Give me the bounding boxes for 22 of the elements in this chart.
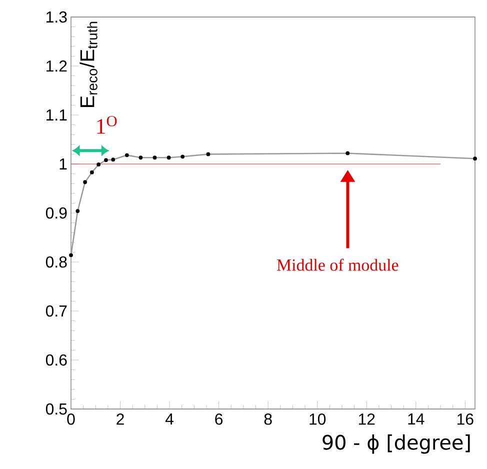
y-tick-label: 0.9 (46, 207, 67, 219)
x-axis-title: 90 - ϕ [degree] (322, 434, 470, 454)
y-tick-label: 1.2 (46, 60, 67, 72)
y-tick-label: 0.7 (46, 305, 67, 317)
x-tick-label: 10 (310, 414, 326, 425)
y-tick-label: 1.1 (46, 110, 67, 120)
x-tick-label: 0 (67, 414, 75, 425)
y-tick-label: 0.5 (46, 403, 67, 415)
x-tick-label: 12 (358, 414, 375, 425)
y-tick-label: 1.3 (46, 11, 67, 23)
x-tick-label: 6 (215, 414, 223, 425)
annotation: 1$^{O}$ (97, 116, 117, 134)
x-tick-label: 16 (458, 414, 474, 425)
x-tick-label: 14 (408, 414, 424, 424)
y-tick-label: 1 (60, 158, 67, 170)
x-tick-label: 8 (264, 414, 272, 425)
y-tick-label: 0.8 (46, 256, 67, 268)
annotation: Middle of module (276, 258, 398, 271)
y-axis-title: E$_{reco}$/E$_{truth}$ (80, 22, 98, 108)
x-tick-label: 2 (116, 414, 124, 425)
y-tick-label: 0.6 (46, 354, 67, 366)
x-tick-label: 4 (165, 414, 174, 424)
